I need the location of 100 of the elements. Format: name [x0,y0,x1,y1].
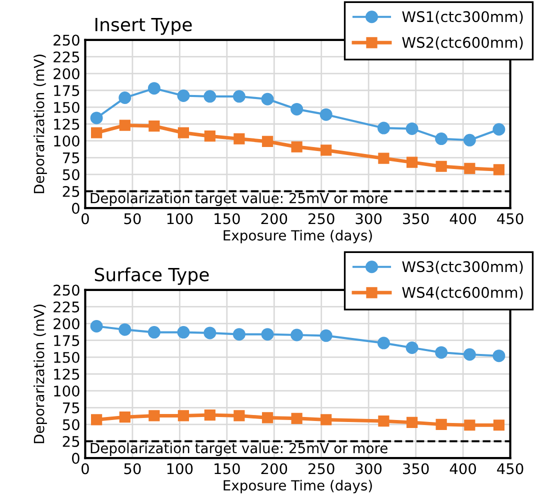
point [91,127,102,138]
legend-label: WS2(ctc600mm) [402,36,523,50]
point [204,409,216,421]
legend-label: WS4(ctc600mm) [402,286,523,300]
y-tick-label: 25 [62,186,80,198]
point [90,112,103,124]
point [290,328,304,342]
y-tick-label: 50 [62,419,80,430]
y-tick-label: 200 [54,318,80,330]
point [232,90,246,103]
x-tick-label: 300 [356,463,382,474]
x-tick-label: 450 [497,213,524,224]
y-tick-label: 100 [54,386,80,397]
point [290,102,304,116]
point [118,323,132,336]
chart-title: Surface Type [94,267,209,285]
x-tick-label: 250 [308,463,334,474]
y-tick-label: 50 [62,169,80,180]
point [492,350,506,362]
x-tick-label: 0 [82,213,89,224]
point [436,418,447,430]
point [178,127,190,138]
x-tick-label: 200 [261,213,288,224]
point [406,342,418,354]
point [492,123,506,136]
x-tick-label: 150 [214,213,240,224]
x-tick-label: 50 [124,463,141,474]
point [377,336,390,350]
y-tick-label: 150 [54,352,80,363]
x-tick-label: 0 [82,463,89,474]
point [406,156,418,168]
point [320,329,332,342]
point [436,160,447,172]
point [493,164,504,176]
point [204,326,216,340]
x-tick-label: 200 [261,463,288,474]
point [378,416,390,427]
point [464,420,476,431]
point [204,90,216,103]
point [435,346,448,359]
point [148,82,160,95]
point [232,328,246,341]
point [204,130,216,142]
point [378,152,390,164]
y-tick-label: 0 [72,202,80,214]
point [406,416,418,428]
y-tick-label: 100 [54,136,80,147]
point [90,320,103,332]
point [148,120,160,132]
ref-line-label: Depolarization target value: 25mV or more [90,192,388,206]
point [261,92,274,106]
y-tick-label: 25 [62,436,80,448]
y-tick-label: 150 [54,102,80,113]
point [435,132,448,146]
x-tick-label: 100 [167,463,193,474]
y-tick-label: 125 [54,118,80,130]
y-tick-label: 175 [54,85,80,96]
y-tick-label: 125 [54,368,80,380]
x-axis-title: Exposure Time (days) [224,230,372,244]
point [464,162,476,174]
point [234,133,245,144]
legend-label: WS3(ctc300mm) [402,260,523,274]
x-tick-label: 450 [497,463,524,474]
point [148,326,160,339]
point [493,420,504,431]
point [377,122,390,134]
point [177,326,190,339]
x-tick-label: 150 [214,463,240,474]
x-tick-label: 400 [450,463,476,474]
x-axis-title: Exposure Time (days) [224,480,372,494]
point [178,410,190,422]
legend-label: WS1(ctc300mm) [402,10,523,24]
point [119,411,130,423]
y-tick-label: 250 [54,284,80,296]
y-tick-label: 0 [72,452,80,464]
ref-line-label: Depolarization target value: 25mV or more [90,442,388,456]
point [177,90,190,102]
x-tick-label: 300 [356,213,382,224]
x-tick-label: 100 [167,213,193,224]
point [261,328,274,341]
point [118,92,132,104]
point [262,412,274,424]
point [406,122,418,135]
point [234,410,245,422]
y-tick-label: 225 [54,301,80,312]
x-tick-label: 400 [450,213,476,224]
point [320,144,332,156]
point [91,414,102,426]
point [320,414,332,426]
point [148,410,160,422]
point [291,141,302,152]
point [291,412,302,424]
x-tick-label: 50 [124,213,141,224]
point [463,348,476,361]
x-tick-label: 250 [308,213,334,224]
point [463,134,476,146]
y-tick-label: 175 [54,335,80,346]
y-tick-label: 200 [54,68,80,80]
y-tick-label: 225 [54,51,80,62]
chart-title: Insert Type [95,18,192,35]
